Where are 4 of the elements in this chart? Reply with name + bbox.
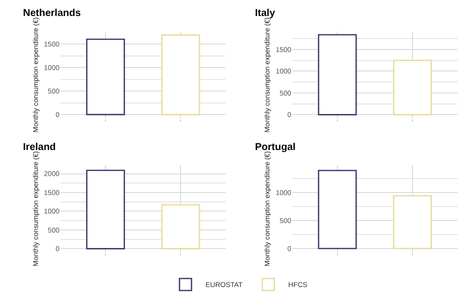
chart-title: Netherlands xyxy=(23,8,82,19)
chart-title: Portugal xyxy=(255,142,296,153)
chart-title: Ireland xyxy=(23,142,56,153)
chart-title: Italy xyxy=(255,8,276,19)
